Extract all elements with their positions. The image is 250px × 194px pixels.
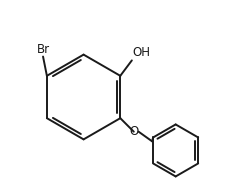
Text: OH: OH (133, 46, 151, 59)
Text: Br: Br (36, 43, 50, 56)
Text: O: O (129, 125, 138, 138)
